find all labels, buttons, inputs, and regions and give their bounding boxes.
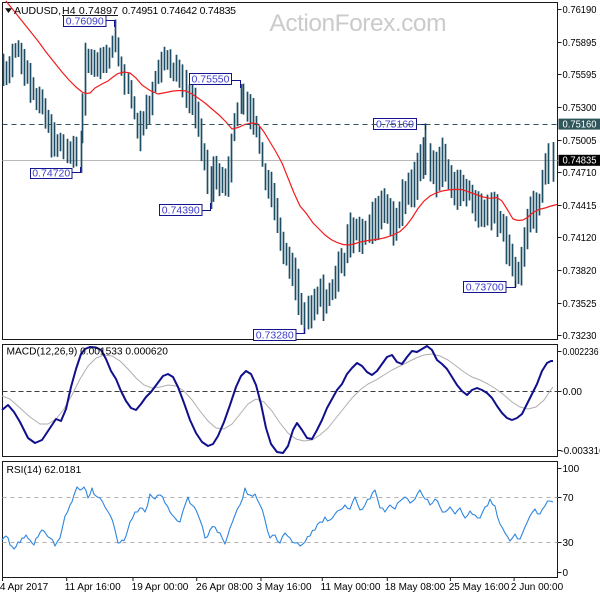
svg-text:0: 0 [563,568,569,579]
svg-text:0.74720: 0.74720 [32,167,70,179]
svg-text:0.74835: 0.74835 [563,156,597,167]
svg-text:19 Apr 00:00: 19 Apr 00:00 [132,582,189,593]
svg-text:ActionForex.com: ActionForex.com [270,10,447,37]
svg-text:25 May 16:00: 25 May 16:00 [449,582,510,593]
svg-text:70: 70 [563,493,575,504]
svg-text:0.73280: 0.73280 [256,329,294,341]
svg-text:18 May 08:00: 18 May 08:00 [385,582,446,593]
svg-text:26 Apr 08:00: 26 Apr 08:00 [196,582,253,593]
svg-text:0.74710: 0.74710 [563,168,597,179]
svg-text:2 Jun 00:00: 2 Jun 00:00 [511,582,564,593]
svg-text:4 Apr 2017: 4 Apr 2017 [0,582,49,593]
svg-text:0.002236: 0.002236 [563,347,599,358]
svg-text:0.73230: 0.73230 [563,331,597,342]
svg-text:100: 100 [563,464,580,475]
svg-text:3 May 16:00: 3 May 16:00 [256,582,311,593]
svg-text:0.76090: 0.76090 [66,15,104,27]
svg-text:0.75595: 0.75595 [563,70,597,81]
svg-text:0.74390: 0.74390 [162,204,200,216]
svg-text:0.74415: 0.74415 [563,201,597,212]
svg-text:0.75895: 0.75895 [563,38,597,49]
svg-text:0.75160: 0.75160 [563,120,597,131]
svg-text:0.74951 0.74642 0.74835: 0.74951 0.74642 0.74835 [122,5,236,17]
svg-text:AUDUSD,: AUDUSD, [14,5,61,17]
svg-text:0.73700: 0.73700 [466,281,504,293]
svg-text:0.00: 0.00 [563,387,583,398]
svg-text:11 May 00:00: 11 May 00:00 [321,582,381,593]
svg-text:-0.003316: -0.003316 [561,446,600,457]
svg-text:0.75160: 0.75160 [376,118,414,130]
svg-text:0.73525: 0.73525 [563,299,597,310]
svg-text:0.74120: 0.74120 [563,233,597,244]
svg-text:H4 0.74897: H4 0.74897 [62,5,118,17]
svg-text:0.75005: 0.75005 [563,136,597,147]
svg-text:MACD(12,26,9) 0.001533 0.00062: MACD(12,26,9) 0.001533 0.000620 [7,347,169,358]
svg-text:11 Apr 16:00: 11 Apr 16:00 [65,582,121,593]
svg-text:0.75550: 0.75550 [192,73,230,85]
svg-text:RSI(14) 62.0181: RSI(14) 62.0181 [7,465,82,476]
svg-text:0.75300: 0.75300 [563,103,597,114]
svg-text:0.73820: 0.73820 [563,266,597,277]
svg-text:30: 30 [563,538,575,549]
svg-text:0.76190: 0.76190 [563,5,597,16]
